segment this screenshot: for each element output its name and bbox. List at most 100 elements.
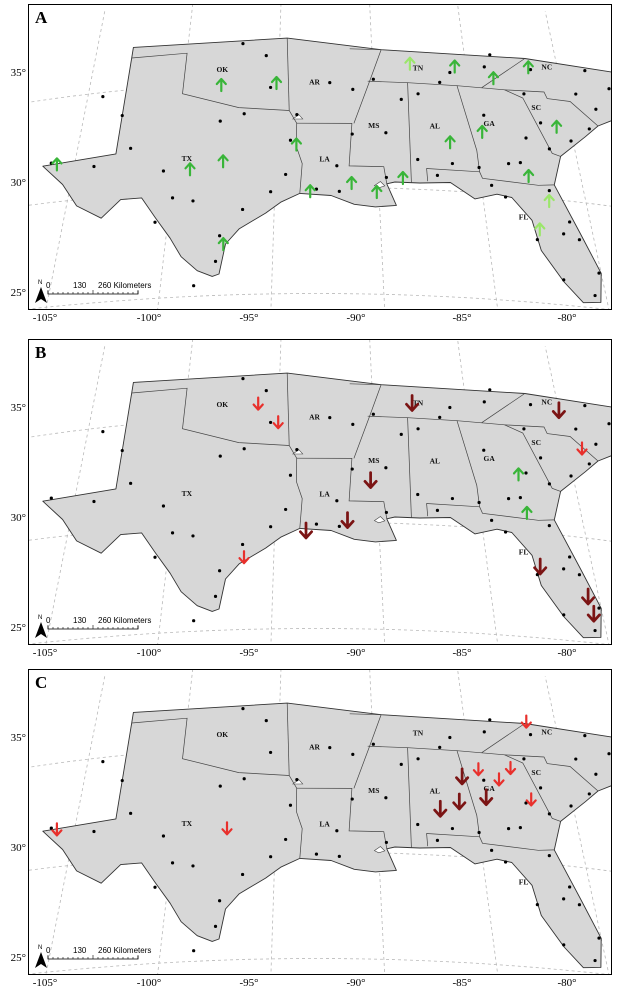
latitude-label: 30° [10, 512, 26, 524]
state-label: FL [519, 213, 529, 222]
trend-up-arrow-icon [51, 157, 63, 172]
station-dot [350, 467, 354, 471]
station-dot [482, 400, 486, 404]
station-dot [448, 70, 452, 75]
trend-up-arrow-icon [487, 71, 499, 86]
station-dot [535, 903, 539, 907]
station-dot [435, 838, 440, 842]
station-dot [129, 481, 133, 485]
state-border [296, 122, 388, 184]
station-dot [101, 430, 105, 434]
state-label: MS [368, 786, 379, 795]
station-dot [268, 85, 273, 90]
station-dot [213, 924, 218, 929]
station-dot [191, 534, 195, 538]
station-dot [416, 492, 420, 497]
state-label: GA [484, 784, 496, 793]
station-dot [351, 422, 355, 426]
state-label: SC [531, 768, 541, 777]
station-dot [416, 757, 420, 761]
station-dot [337, 854, 341, 858]
station-dot [49, 826, 53, 830]
station-dot [522, 92, 526, 96]
station-dot [562, 897, 566, 901]
station-dot [547, 482, 551, 486]
station-dot [92, 164, 96, 169]
trend-up-arrow-icon [550, 119, 563, 134]
graticule-line [45, 343, 106, 644]
station-dot [242, 112, 246, 116]
station-dot [170, 196, 175, 200]
state-label: AR [309, 413, 320, 422]
station-dot [120, 448, 124, 453]
station-dot [335, 164, 339, 168]
station-dot [583, 69, 587, 73]
trend-down-arrow-icon [51, 822, 63, 837]
station-dot [284, 172, 288, 177]
state-label: OK [216, 400, 228, 409]
station-dot [482, 65, 486, 69]
trend-down-arrow-icon [433, 799, 448, 818]
land-area [42, 37, 611, 304]
trend-down-arrow-icon [299, 521, 313, 540]
station-dot [351, 752, 355, 756]
trend-down-arrow-icon [533, 557, 548, 576]
trend-up-arrow-icon [444, 135, 456, 150]
station-dot [438, 80, 442, 84]
longitude-label: -95° [239, 312, 259, 324]
station-dot [577, 238, 582, 242]
station-dot [328, 81, 332, 85]
state-label: OK [216, 730, 228, 739]
station-dot [597, 606, 601, 610]
state-border [456, 750, 561, 822]
station-dot [490, 518, 494, 522]
north-label: N [38, 615, 42, 621]
station-dot [153, 885, 157, 889]
longitude-label: -95° [239, 977, 259, 989]
station-dot [597, 271, 601, 275]
station-dot [562, 613, 566, 617]
station-dot [314, 522, 319, 526]
scale-label: 130 [73, 281, 87, 290]
station-dot [153, 555, 157, 559]
station-dot [569, 474, 573, 478]
trend-down-arrow-icon [405, 394, 420, 412]
station-dot [328, 416, 332, 420]
state-border [481, 723, 525, 753]
north-label: N [38, 280, 42, 286]
station-dot [477, 165, 481, 170]
station-dot [506, 827, 511, 831]
station-dot [384, 840, 388, 845]
station-dot [264, 54, 268, 58]
station-dot [284, 837, 288, 842]
station-dot [350, 132, 354, 136]
state-border [407, 417, 481, 517]
trend-down-arrow-icon [581, 587, 596, 606]
station-dot [569, 139, 573, 143]
latitude-label: 25° [10, 952, 26, 964]
state-label: GA [484, 454, 496, 463]
trend-up-arrow-icon [543, 193, 555, 209]
trend-down-arrow-icon [479, 788, 494, 807]
station-dot [268, 420, 273, 425]
state-label: AL [430, 787, 440, 796]
station-dot [218, 119, 222, 123]
land-area [42, 372, 611, 639]
lake [373, 516, 386, 524]
station-dot [384, 796, 388, 800]
station-dot [264, 389, 268, 393]
station-dot [371, 77, 375, 81]
panel-label: B [35, 343, 47, 362]
station-dot [594, 107, 598, 111]
state-label: TX [182, 154, 193, 163]
land-area [42, 702, 611, 969]
station-dot [593, 293, 597, 298]
station-dot [264, 719, 268, 723]
station-dot [607, 422, 611, 426]
north-arrow-icon [35, 952, 47, 968]
trend-up-arrow-icon [404, 56, 416, 71]
graticule-line [45, 8, 106, 309]
station-dot [438, 415, 442, 419]
station-dot [482, 778, 486, 782]
